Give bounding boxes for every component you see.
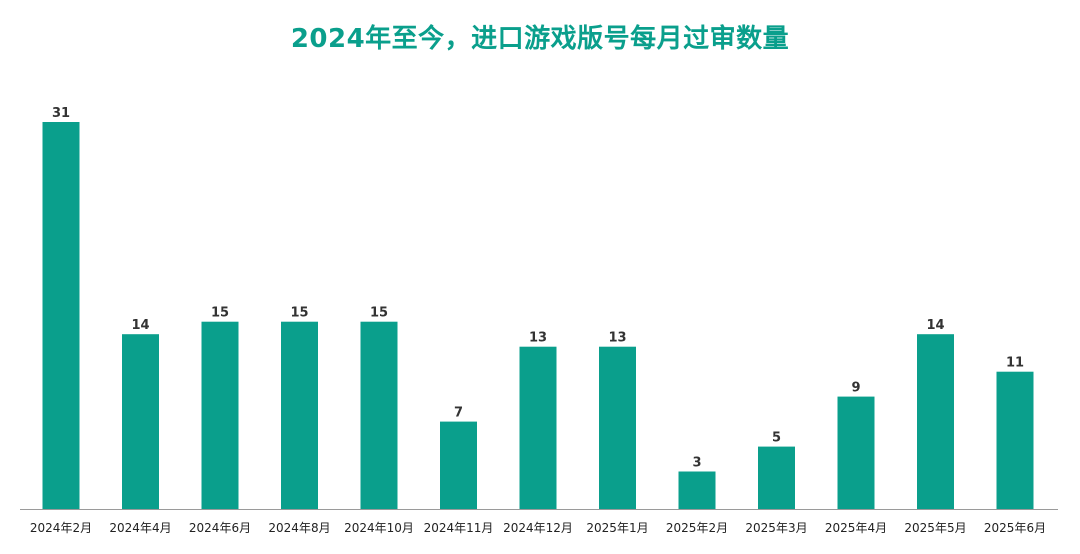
bar-1 <box>122 334 159 509</box>
bar-10 <box>837 396 875 509</box>
x-tick-labels-group: 2024年2月 2024年4月 2024年6月 2024年8月 2024年10月 2024… <box>30 521 1046 535</box>
x-tick-label-2: 2024年6月 <box>189 521 251 535</box>
bar-9 <box>758 446 795 509</box>
x-tick-label-7: 2025年1月 <box>586 521 648 535</box>
value-label-6: 13 <box>529 331 547 346</box>
value-label-1: 14 <box>131 318 149 333</box>
x-tick-label-1: 2024年4月 <box>109 521 171 535</box>
bar-4 <box>360 321 398 509</box>
x-tick-label-8: 2025年2月 <box>666 521 728 535</box>
bar-3 <box>281 321 318 509</box>
bar-11 <box>917 334 954 509</box>
value-label-3: 15 <box>290 306 308 321</box>
value-label-4: 15 <box>370 306 388 321</box>
x-tick-label-4: 2024年10月 <box>344 521 414 535</box>
x-tick-label-5: 2024年11月 <box>424 521 494 535</box>
bar-0 <box>42 122 80 509</box>
value-label-12: 11 <box>1006 356 1024 371</box>
chart-title: 2024年至今，进口游戏版号每月过审数量 <box>290 24 790 54</box>
value-label-7: 13 <box>608 331 626 346</box>
value-label-5: 7 <box>454 406 463 421</box>
value-label-2: 15 <box>211 306 229 321</box>
value-label-0: 31 <box>52 106 70 121</box>
value-labels-group: 31 14 15 15 15 7 13 13 3 5 9 14 11 <box>52 106 1024 471</box>
value-label-9: 5 <box>772 431 781 446</box>
x-tick-label-11: 2025年5月 <box>904 521 966 535</box>
bar-7 <box>599 346 636 509</box>
value-label-10: 9 <box>851 381 860 396</box>
x-tick-label-3: 2024年8月 <box>268 521 330 535</box>
bar-12 <box>996 371 1034 509</box>
value-label-8: 3 <box>692 456 701 471</box>
x-tick-label-9: 2025年3月 <box>745 521 807 535</box>
bar-2 <box>201 321 239 509</box>
bars-group <box>42 122 1034 509</box>
bar-8 <box>678 471 716 509</box>
bar-6 <box>519 346 557 509</box>
x-tick-label-12: 2025年6月 <box>984 521 1046 535</box>
value-label-11: 14 <box>926 318 944 333</box>
x-tick-label-10: 2025年4月 <box>825 521 887 535</box>
bar-5 <box>440 421 477 509</box>
x-tick-label-0: 2024年2月 <box>30 521 92 535</box>
x-tick-label-6: 2024年12月 <box>503 521 573 535</box>
